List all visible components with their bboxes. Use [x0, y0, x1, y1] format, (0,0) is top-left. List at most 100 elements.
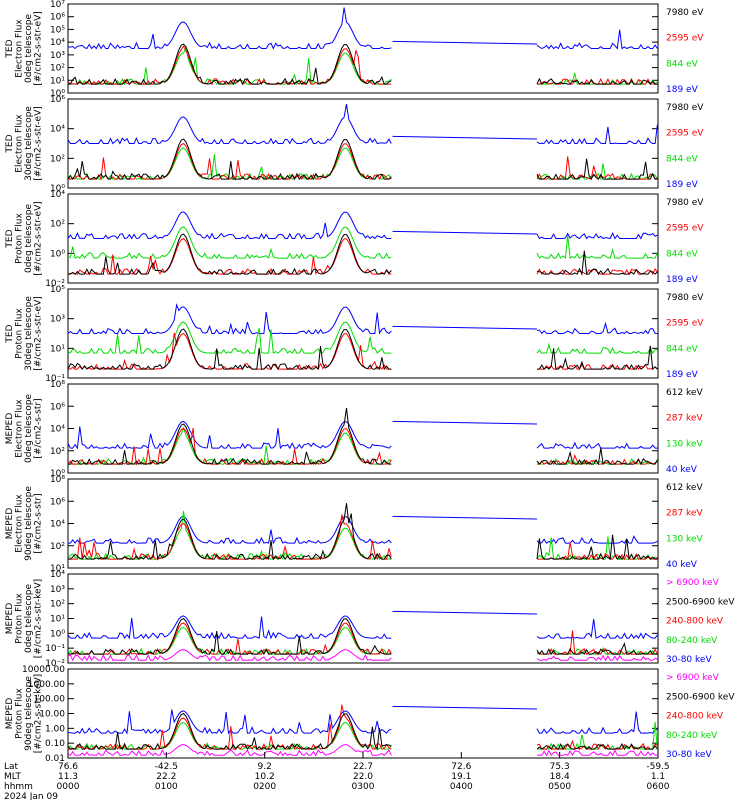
legend-entry: 240-800 keV	[666, 712, 724, 722]
y-axis-label: TEDProton Flux0deg telescope[#/cm2-s-str…	[5, 201, 44, 276]
series-line	[68, 515, 658, 545]
x-tick-label: 9.2	[258, 762, 272, 772]
y-axis-label-line: Proton Flux	[15, 308, 25, 359]
y-tick-label: 10⁴	[50, 125, 65, 135]
y-tick-label: 10³	[50, 585, 65, 595]
y-tick-label: 10⁻²	[45, 279, 65, 289]
x-tick-label: 19.1	[451, 772, 471, 782]
legend-entry: 7980 eV	[666, 103, 704, 113]
panel-ted-p-0deg: 10⁻² 10⁰ 10² 10⁴ TEDProton Flux0deg telescop…	[5, 190, 704, 289]
x-tick-label: 0200	[253, 782, 276, 792]
y-tick-label: 10¹	[50, 76, 65, 86]
panel-meped-p-90deg: 0.010.101.0010.00100.001000.0010000.00ME…	[5, 665, 735, 764]
series-line	[68, 226, 658, 260]
y-tick-label: 10²	[50, 447, 65, 457]
legend-entry: > 6900 keV	[666, 578, 720, 588]
series-group	[68, 610, 658, 662]
legend-entry: 2595 eV	[666, 34, 704, 44]
y-axis-label-line: MEPED	[5, 698, 15, 730]
series-line	[68, 328, 658, 371]
y-axis-label-line: 30deg telescope	[24, 106, 34, 181]
panel-ted-p-30deg: 10⁻¹ 10¹ 10³ 10⁵ TEDProton Flux30deg telesco…	[5, 285, 704, 384]
y-axis-label-line: 90deg telescope	[24, 676, 34, 751]
series-group	[68, 503, 658, 561]
legend-entry: 80-240 keV	[666, 731, 718, 741]
y-axis-label-line: [#/cm2-s-str-eV]	[34, 106, 44, 181]
legend-entry: 240-800 keV	[666, 617, 724, 627]
y-tick-label: 10⁵	[50, 285, 65, 295]
x-row-label: Lat	[4, 762, 19, 772]
legend-entry: 7980 eV	[666, 293, 704, 303]
legend-entry: 130 keV	[666, 439, 703, 449]
series-line	[68, 704, 658, 751]
legend-entry: 40 keV	[666, 465, 698, 475]
panel-ted-e-0deg: 10⁰ 10¹ 10² 10³ 10⁴ 10⁵ 10⁶ 10⁷ TEDElectron Flux…	[5, 0, 704, 99]
y-axis-label-line: MEPED	[5, 508, 15, 540]
x-tick-label: 0100	[155, 782, 178, 792]
x-tick-label: 76.6	[58, 762, 78, 772]
legend-entry: 844 eV	[666, 59, 699, 69]
y-axis-label-line: Proton Flux	[15, 593, 25, 644]
y-axis-label: MEPEDElectron Flux0deg telescope[#/cm2-s…	[5, 394, 44, 464]
y-tick-label: 10¹	[50, 564, 65, 574]
legend-entry: 2500-6900 keV	[666, 597, 735, 607]
y-axis-label: MEPEDProton Flux90deg telescope[#/cm2-s-…	[5, 674, 44, 753]
x-tick-label: 22.7	[353, 762, 373, 772]
y-tick-label: 10⁴	[50, 570, 65, 580]
x-tick-label: 0600	[647, 782, 670, 792]
series-group	[68, 211, 658, 276]
legend-entry: 7980 eV	[666, 198, 704, 208]
x-tick-label: 22.2	[156, 772, 176, 782]
series-line	[68, 744, 658, 757]
x-tick-label: 0500	[548, 782, 571, 792]
y-axis-label-line: [#/cm2-s-str-eV]	[34, 11, 44, 86]
y-tick-label: 10⁴	[50, 38, 65, 48]
x-tick-label: 22.0	[353, 772, 373, 782]
y-tick-label: 1.00	[45, 724, 65, 734]
y-axis-label-line: 0deg telescope	[24, 14, 34, 84]
legend-entry: 2500-6900 keV	[666, 692, 735, 702]
series-line	[68, 407, 658, 466]
series-line	[68, 321, 658, 355]
x-row-label: hhmm	[4, 782, 33, 792]
legend-entry: 287 keV	[666, 414, 703, 424]
y-tick-label: 10²	[50, 220, 65, 230]
legend-entry: 189 eV	[666, 370, 699, 380]
series-line	[68, 233, 658, 276]
y-axis-label-line: 0deg telescope	[24, 394, 34, 464]
series-group	[68, 704, 658, 757]
y-axis-label-line: [#/cm2-s-str-eV]	[34, 296, 44, 371]
y-axis-label-line: TED	[5, 134, 15, 153]
y-axis-label-line: [#/cm2-s-str]	[34, 493, 44, 553]
y-axis-label: TEDProton Flux30deg telescope[#/cm2-s-st…	[5, 296, 44, 371]
panel-ted-e-30deg: 10⁰ 10² 10⁴ 10⁶ TEDElectron Flux30deg telesc…	[5, 95, 704, 194]
series-group	[68, 407, 658, 466]
legend-entry: 7980 eV	[666, 8, 704, 18]
y-axis-label-line: Proton Flux	[15, 688, 25, 739]
x-tick-label: 0000	[57, 782, 80, 792]
y-tick-label: 10⁻¹	[45, 644, 65, 654]
y-axis-label-line: Electron Flux	[15, 399, 25, 458]
panel-meped-e-0deg: 10⁰ 10² 10⁴ 10⁶ 10⁸ MEPEDElectron Flux0deg te…	[5, 380, 703, 479]
series-line	[68, 138, 658, 181]
y-tick-label: 10⁰	[50, 184, 65, 194]
y-axis-label-line: [#/cm2-s-str-keV]	[34, 579, 44, 658]
y-tick-label: 0.01	[45, 754, 65, 764]
y-axis-label-line: 0deg telescope	[24, 204, 34, 274]
series-group	[68, 303, 658, 371]
y-tick-label: 10⁶	[50, 95, 65, 105]
legend-entry: 130 keV	[666, 534, 703, 544]
x-tick-label: 72.6	[451, 762, 471, 772]
y-axis-label: MEPEDElectron Flux90deg telescope[#/cm2-…	[5, 486, 44, 561]
series-line	[68, 303, 658, 335]
x-tick-label: 0300	[352, 782, 375, 792]
y-tick-label: 10000.00	[22, 665, 65, 675]
gap-connector	[392, 325, 538, 330]
y-tick-label: 10⁰	[50, 89, 65, 99]
legend-entry: 2595 eV	[666, 224, 704, 234]
y-axis-label: TEDElectron Flux0deg telescope[#/cm2-s-s…	[5, 11, 44, 86]
series-line	[68, 618, 658, 656]
y-tick-label: 10⁶	[50, 13, 65, 23]
series-line	[68, 104, 658, 145]
